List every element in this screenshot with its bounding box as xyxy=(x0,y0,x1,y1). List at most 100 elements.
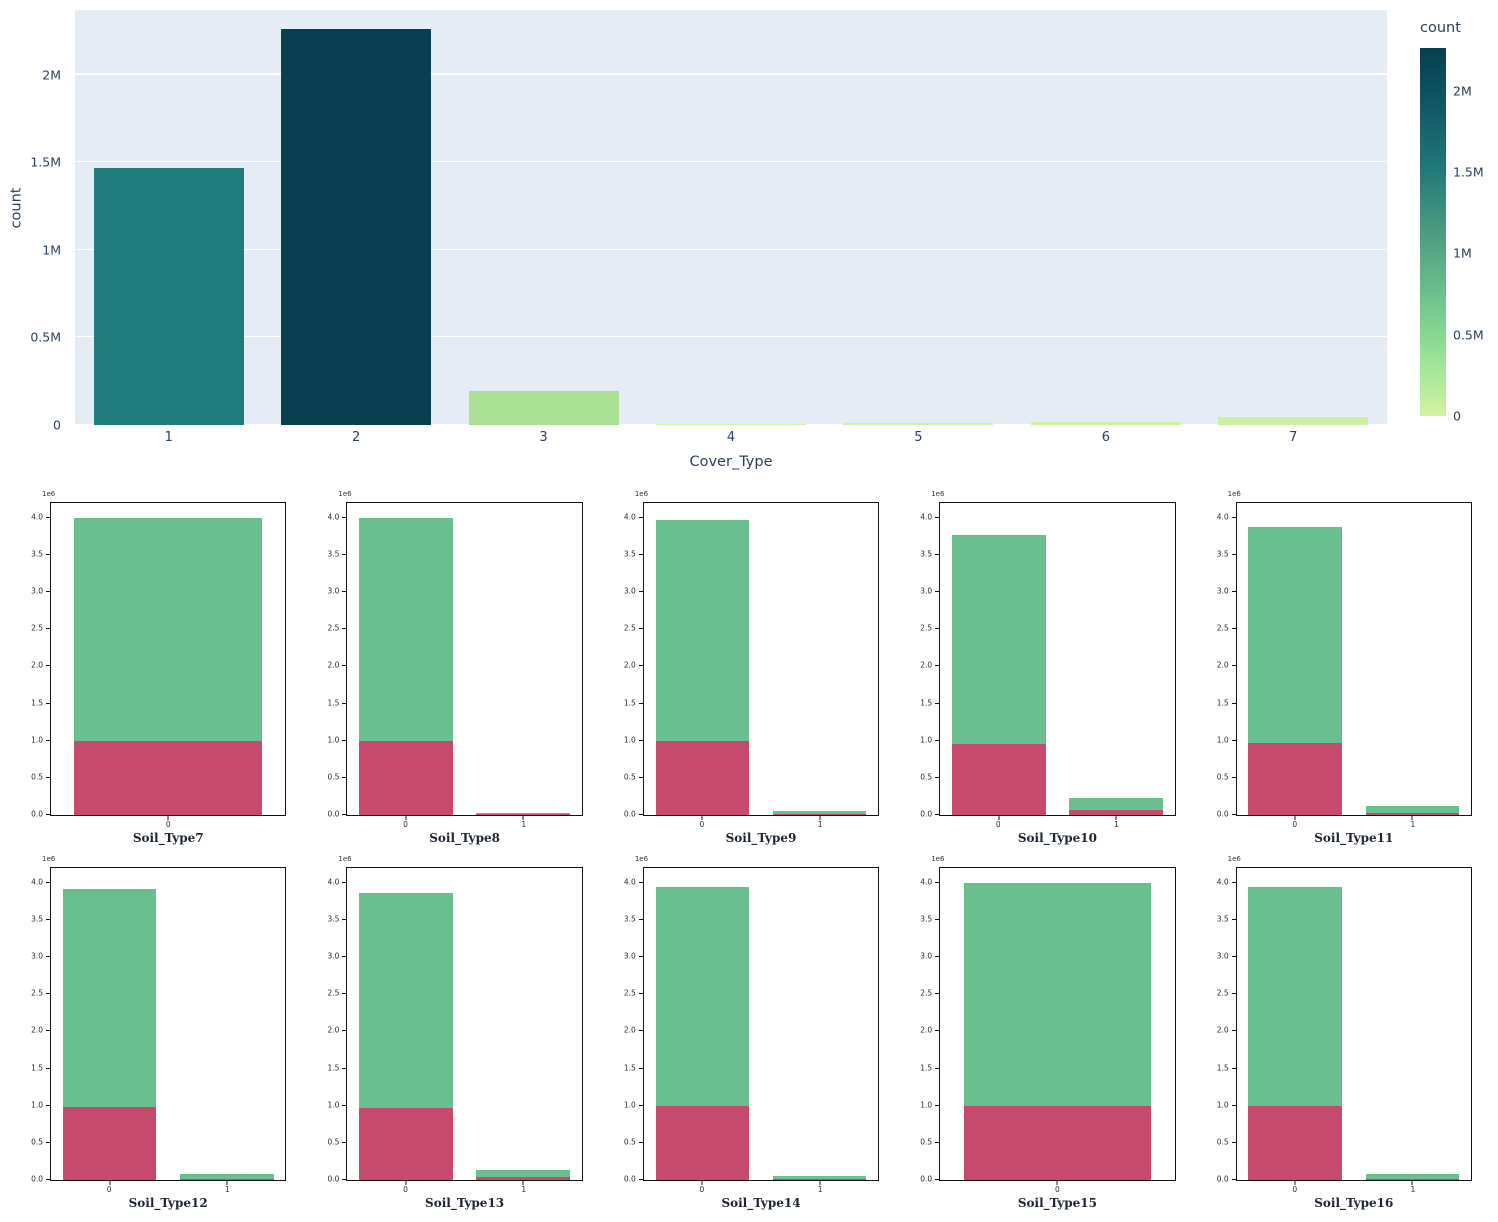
y-tick-mark xyxy=(46,814,50,815)
y-axis-labels: 0.0 0.5 1.0 1.5 2.0 2.5 3.0 3.5 4.0 xyxy=(619,502,643,818)
y-tick-mark xyxy=(1231,881,1236,883)
bar xyxy=(656,424,806,425)
y-tick-mark xyxy=(46,739,50,741)
bar-red xyxy=(655,1106,750,1180)
y-tick-label: 2.0 xyxy=(920,660,933,670)
y-tick-label: 3.0 xyxy=(327,586,340,596)
bar-red xyxy=(476,814,571,815)
plot-box xyxy=(935,867,1176,1185)
bar-red xyxy=(1069,809,1163,815)
y-tick-label: 2.0 xyxy=(31,1025,43,1035)
y-tick-label: 4.0 xyxy=(623,877,636,887)
x-tick-mark xyxy=(1056,1181,1058,1185)
colorbar-ticks: 0 0.5M 1M 1.5M 2M xyxy=(1420,48,1484,423)
y-tick-label: 1.0 xyxy=(327,1100,340,1110)
gridline xyxy=(75,73,1387,75)
x-tick-label: 1 xyxy=(817,820,823,829)
plot-box xyxy=(46,502,287,820)
y-tick-label: 4.0 xyxy=(327,512,340,522)
y-tick-mark xyxy=(638,702,643,704)
x-tick-label: 0 xyxy=(403,1185,408,1194)
x-tick-mark xyxy=(701,1181,703,1185)
x-tick-label: 1 xyxy=(817,1185,823,1194)
x-tick-label: 1 xyxy=(164,430,173,445)
subplot-inner: 0.0 0.5 1.0 1.5 2.0 2.5 3.0 3.5 4.0 xyxy=(619,867,880,1185)
y-tick-mark xyxy=(46,919,50,920)
x-tick-label: 4 xyxy=(726,430,736,445)
plot-box xyxy=(638,502,880,820)
y-tick-label: 3.0 xyxy=(31,951,43,961)
y-tick-mark xyxy=(1231,516,1236,518)
y-tick-mark xyxy=(342,702,347,704)
subplot: 1e6 0.0 0.5 1.0 1.5 2.0 2.5 3.0 3.5 4.0 0 Soil_Type… xyxy=(915,855,1176,1210)
y-tick-label: 1.5 xyxy=(1216,1063,1229,1073)
bar-red xyxy=(1365,1178,1460,1180)
y-tick-mark xyxy=(638,591,643,593)
y-tick-mark xyxy=(638,814,643,815)
y-tick-label: 2.5 xyxy=(920,988,933,998)
y-offset-label: 1e6 xyxy=(338,490,352,498)
y-tick-label: 2.5 xyxy=(327,623,340,633)
y-axis-labels: 0.0 0.5 1.0 1.5 2.0 2.5 3.0 3.5 4.0 xyxy=(619,867,643,1183)
y-tick-mark xyxy=(342,956,347,958)
y-tick-label: 3.5 xyxy=(31,549,43,559)
y-tick-label: 0.5 xyxy=(623,772,636,782)
y-tick-label: 1.0 xyxy=(623,735,636,745)
y-tick-label: 1.5 xyxy=(31,1063,43,1073)
subplot-row: 1e6 0.0 0.5 1.0 1.5 2.0 2.5 3.0 3.5 4.0 0 1 Soil_Typ… xyxy=(26,855,1473,1210)
y-tick-mark xyxy=(46,1141,50,1143)
y-tick-label: 0.0 xyxy=(920,809,933,819)
colorbar-gradient xyxy=(1420,48,1446,416)
y-tick-label: 3.0 xyxy=(623,586,636,596)
bar-green xyxy=(476,1170,571,1180)
bar-red xyxy=(772,813,867,815)
y-tick-mark xyxy=(342,1067,347,1069)
y-tick-mark xyxy=(638,516,643,518)
y-tick-mark xyxy=(935,1030,940,1032)
y-tick-label: 0.0 xyxy=(31,809,43,819)
y-tick-mark xyxy=(342,739,347,741)
y-tick-label: 1.5 xyxy=(920,1063,933,1073)
y-tick-label: 4.0 xyxy=(920,512,933,522)
y-tick-label: 3.5 xyxy=(1216,549,1229,559)
subplot-xlabel: Soil_Type12 xyxy=(128,1196,208,1210)
y-tick-mark xyxy=(342,628,347,630)
y-tick-label: 3.5 xyxy=(623,549,636,559)
x-tick-label: 0 xyxy=(165,820,171,829)
y-tick-label: 1.0 xyxy=(623,1100,636,1110)
y-tick-label: 0.5 xyxy=(920,772,933,782)
y-tick-label: 0.0 xyxy=(623,1174,636,1184)
x-tick-label: 0 xyxy=(1292,1185,1298,1194)
bar-red xyxy=(1248,742,1343,815)
bar-red xyxy=(74,740,262,815)
subplot: 1e6 0.0 0.5 1.0 1.5 2.0 2.5 3.0 3.5 4.0 0 1 Soil_Typ… xyxy=(1212,855,1473,1210)
y-tick-label: 1.0 xyxy=(327,735,340,745)
bar xyxy=(1218,416,1369,425)
y-axis-labels: 0.0 0.5 1.0 1.5 2.0 2.5 3.0 3.5 4.0 xyxy=(1212,867,1236,1183)
x-tick-mark xyxy=(405,816,407,820)
y-tick-mark xyxy=(342,1179,347,1180)
y-tick-label: 0.0 xyxy=(327,1174,340,1184)
y-tick-mark xyxy=(935,665,940,667)
subplot-xlabel: Soil_Type13 xyxy=(425,1196,505,1210)
y-tick-label: 2.0 xyxy=(31,660,43,670)
y-tick-mark xyxy=(46,993,50,995)
cover-xaxis-labels: 1 2 3 4 5 6 7 xyxy=(75,430,1387,448)
x-tick-mark xyxy=(1294,1181,1296,1185)
subplot-inner: 0.0 0.5 1.0 1.5 2.0 2.5 3.0 3.5 4.0 xyxy=(1212,502,1473,820)
x-tick-mark xyxy=(1294,816,1296,820)
y-tick-label: 1.0 xyxy=(920,1100,933,1110)
y-tick-mark xyxy=(342,516,347,518)
x-tick-label: 0 xyxy=(1292,820,1298,829)
y-tick-mark xyxy=(342,993,347,995)
subplot-inner: 0.0 0.5 1.0 1.5 2.0 2.5 3.0 3.5 4.0 xyxy=(915,867,1176,1185)
y-tick-label: 0.0 xyxy=(1216,809,1229,819)
bar-green xyxy=(772,811,867,815)
subplot-row: 1e6 0.0 0.5 1.0 1.5 2.0 2.5 3.0 3.5 4.0 0 Soil_Type… xyxy=(26,490,1473,845)
y-offset-label: 1e6 xyxy=(1227,490,1241,498)
y-tick-label: 4.0 xyxy=(31,512,43,522)
x-tick-mark xyxy=(819,1181,821,1185)
x-tick-label: 1 xyxy=(1114,820,1119,829)
plot-box xyxy=(935,502,1176,820)
